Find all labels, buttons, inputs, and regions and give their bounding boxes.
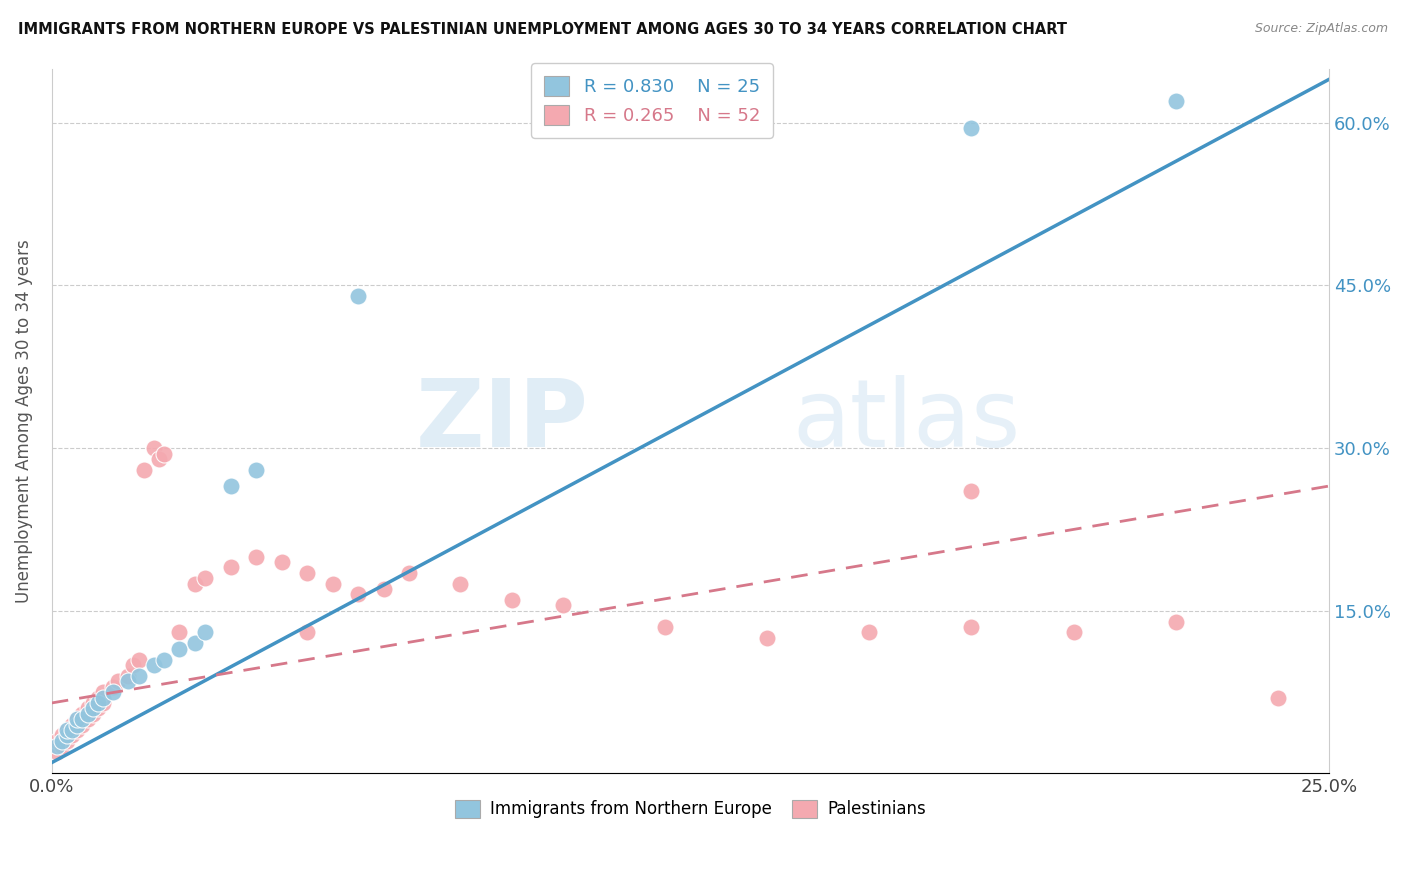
Point xyxy=(756,631,779,645)
Point xyxy=(347,289,370,303)
Point xyxy=(66,723,89,737)
Point xyxy=(219,479,242,493)
Point xyxy=(142,657,165,672)
Point xyxy=(51,729,73,743)
Point xyxy=(60,729,83,743)
Point xyxy=(295,566,318,580)
Point xyxy=(76,701,98,715)
Point xyxy=(56,723,79,737)
Point xyxy=(960,620,983,634)
Point xyxy=(82,701,104,715)
Legend: Immigrants from Northern Europe, Palestinians: Immigrants from Northern Europe, Palesti… xyxy=(449,793,932,825)
Point xyxy=(66,712,89,726)
Point xyxy=(60,717,83,731)
Point xyxy=(398,566,420,580)
Point xyxy=(72,712,94,726)
Point xyxy=(245,463,267,477)
Point xyxy=(87,701,110,715)
Point xyxy=(82,706,104,721)
Point xyxy=(194,571,217,585)
Point xyxy=(373,582,395,596)
Point xyxy=(56,734,79,748)
Point xyxy=(72,717,94,731)
Point xyxy=(450,576,472,591)
Point xyxy=(91,696,114,710)
Point xyxy=(72,706,94,721)
Point xyxy=(76,706,98,721)
Point xyxy=(153,446,176,460)
Point xyxy=(122,657,145,672)
Point xyxy=(295,625,318,640)
Point xyxy=(347,587,370,601)
Point xyxy=(169,641,191,656)
Point xyxy=(101,680,124,694)
Point xyxy=(219,560,242,574)
Text: IMMIGRANTS FROM NORTHERN EUROPE VS PALESTINIAN UNEMPLOYMENT AMONG AGES 30 TO 34 : IMMIGRANTS FROM NORTHERN EUROPE VS PALES… xyxy=(18,22,1067,37)
Point xyxy=(551,599,574,613)
Y-axis label: Unemployment Among Ages 30 to 34 years: Unemployment Among Ages 30 to 34 years xyxy=(15,239,32,603)
Text: atlas: atlas xyxy=(793,375,1021,467)
Point xyxy=(128,669,150,683)
Point xyxy=(169,625,191,640)
Point xyxy=(91,690,114,705)
Point xyxy=(654,620,676,634)
Point xyxy=(501,593,523,607)
Point xyxy=(45,739,67,754)
Point xyxy=(148,451,170,466)
Point xyxy=(56,723,79,737)
Point xyxy=(858,625,880,640)
Point xyxy=(66,717,89,731)
Point xyxy=(56,729,79,743)
Point xyxy=(117,669,139,683)
Point xyxy=(1063,625,1085,640)
Point xyxy=(45,745,67,759)
Text: ZIP: ZIP xyxy=(415,375,588,467)
Point xyxy=(101,685,124,699)
Point xyxy=(1267,690,1289,705)
Point xyxy=(184,576,207,591)
Point xyxy=(132,463,155,477)
Point xyxy=(128,652,150,666)
Point xyxy=(117,674,139,689)
Point xyxy=(960,121,983,136)
Point xyxy=(87,696,110,710)
Point xyxy=(270,555,292,569)
Point xyxy=(91,685,114,699)
Point xyxy=(66,712,89,726)
Point xyxy=(960,484,983,499)
Point xyxy=(194,625,217,640)
Point xyxy=(153,652,176,666)
Text: Source: ZipAtlas.com: Source: ZipAtlas.com xyxy=(1254,22,1388,36)
Point xyxy=(322,576,344,591)
Point xyxy=(45,734,67,748)
Point xyxy=(76,712,98,726)
Point xyxy=(142,441,165,455)
Point xyxy=(82,696,104,710)
Point xyxy=(60,723,83,737)
Point xyxy=(51,739,73,754)
Point xyxy=(1164,615,1187,629)
Point xyxy=(51,734,73,748)
Point xyxy=(184,636,207,650)
Point xyxy=(87,690,110,705)
Point xyxy=(1164,94,1187,108)
Point xyxy=(245,549,267,564)
Point xyxy=(107,674,129,689)
